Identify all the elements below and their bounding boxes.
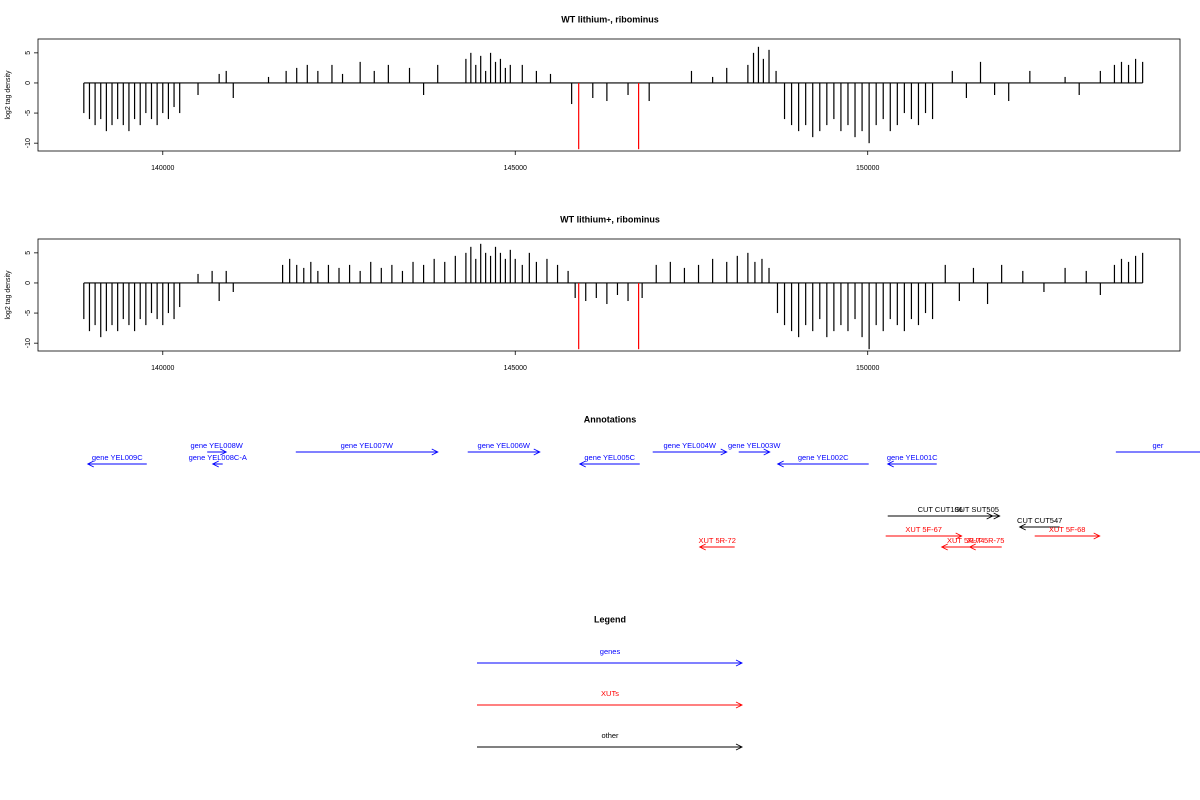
legend-arrow [477,701,744,709]
feature-label: XUT 5R-72 [699,536,736,545]
feature-arrow [211,460,223,468]
legend-label: genes [600,647,621,656]
x-tick-label: 140000 [151,365,174,372]
feature-label: gene YEL001C [887,453,938,462]
feature-arrow [578,460,640,468]
feature-label: XUT 5R-75 [967,536,1004,545]
y-tick-label: 5 [25,51,32,55]
y-tick-label: -10 [25,338,32,348]
legend-arrow [477,743,744,751]
feature-label: gene YEL008W [190,441,243,450]
feature-arrow [886,460,937,468]
x-tick-label: 140000 [151,165,174,172]
feature-label: gene YEL008C-A [189,453,247,462]
feature-label: XUT 5F-67 [905,525,942,534]
feature-label: gene YEL002C [798,453,849,462]
feature-label: XUT 5R-74 [947,536,984,545]
y-tick-label: -5 [25,110,32,116]
x-tick-label: 150000 [856,165,879,172]
feature-arrow [968,543,1002,551]
feature-label: gene YEL005C [584,453,635,462]
chart-title: WT lithium+, ribominus [560,214,660,224]
feature-label: CUT CUT106 [918,505,963,514]
feature-arrow [1034,532,1101,540]
y-axis-label: log2 tag density [5,270,12,320]
y-tick-label: -10 [25,138,32,148]
feature-arrow [738,448,771,456]
feature-arrow [207,448,228,456]
y-tick-label: 5 [25,251,32,255]
feature-label: gene YEL009C [92,453,143,462]
y-tick-label: 0 [25,281,32,285]
feature-label: SUT SUT505 [954,505,998,514]
plot-frame [37,238,1181,352]
legend-arrow [477,659,744,667]
feature-arrow [467,448,541,456]
y-tick-label: 0 [25,81,32,85]
annotations-title: Annotations [584,414,637,424]
chart-title: WT lithium-, ribominus [561,14,659,24]
x-tick-label: 145000 [504,365,527,372]
feature-arrow [885,532,963,540]
feature-arrow [295,448,439,456]
legend-title: Legend [594,614,626,624]
y-axis-label: log2 tag density [5,70,12,120]
feature-arrow [652,448,728,456]
legend-label: XUTs [601,689,619,698]
plot-frame [37,38,1181,152]
feature-label: gene YEL007W [341,441,394,450]
y-tick-label: -5 [25,310,32,316]
feature-label: ger [1153,441,1164,450]
feature-label: gene YEL003W [728,441,781,450]
feature-label: gene YEL006W [478,441,531,450]
feature-label: CUT CUT547 [1017,516,1062,525]
feature-arrow [1115,451,1200,453]
feature-arrow [698,543,735,551]
feature-arrow [887,512,994,520]
feature-arrow [776,460,869,468]
x-tick-label: 145000 [504,165,527,172]
feature-label: gene YEL004W [664,441,717,450]
feature-arrow [86,460,147,468]
x-tick-label: 150000 [856,365,879,372]
legend-label: other [601,731,619,740]
feature-arrow [1018,523,1060,531]
feature-label: XUT 5F-68 [1049,525,1086,534]
